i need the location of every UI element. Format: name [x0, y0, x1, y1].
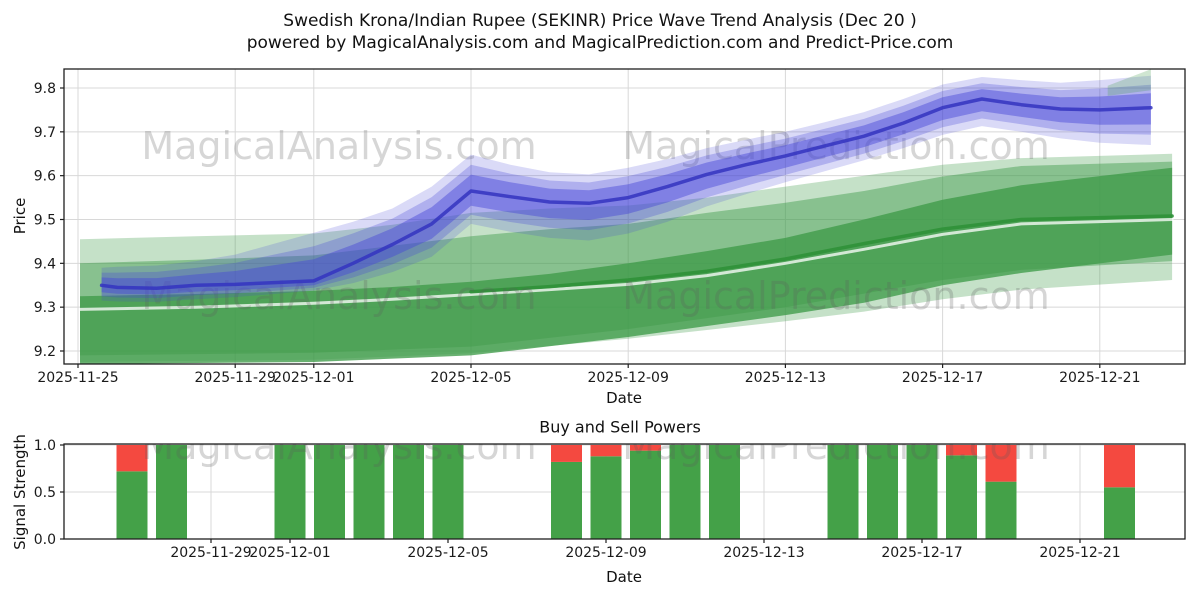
price-y-tick-label: 9.6 — [34, 169, 56, 185]
price-x-tick-label: 2025-12-21 — [1059, 370, 1140, 386]
signal-x-tick-label: 2025-12-01 — [249, 545, 330, 561]
watermark-text: MagicalPrediction.com — [622, 424, 1050, 468]
price-y-tick-label: 9.7 — [34, 125, 56, 141]
watermark-text: MagicalAnalysis.com — [141, 274, 536, 318]
signal-x-tick-label: 2025-12-05 — [407, 545, 488, 561]
price-x-tick-label: 2025-12-13 — [745, 370, 826, 386]
buy-power-bar — [156, 445, 187, 539]
price-x-tick-label: 2025-12-17 — [902, 370, 983, 386]
dark-green-band — [80, 167, 1173, 364]
sell-power-bar — [1104, 445, 1135, 488]
signal-chart-title: Buy and Sell Powers — [539, 417, 701, 437]
signal-x-tick-label: 2025-12-09 — [565, 545, 646, 561]
green-trend-line — [469, 214, 1174, 294]
signal-y-tick-label: 0.0 — [34, 532, 56, 548]
price-chart-area: MagicalAnalysis.com MagicalPrediction.com… — [78, 69, 1174, 364]
price-x-tick-label: 2025-12-09 — [588, 370, 669, 386]
price-wave-line — [99, 97, 1153, 291]
buy-power-bar — [946, 455, 977, 539]
buy-power-bar — [709, 445, 740, 539]
blue-wave-band-0 — [101, 75, 1151, 302]
signal-y-tick-label: 0.5 — [34, 485, 56, 501]
price-axis-label: Price — [11, 197, 29, 235]
buy-power-bar — [1104, 487, 1135, 539]
sell-power-bar — [116, 445, 148, 472]
signal-date-axis-label: Date — [606, 568, 642, 586]
sell-power-bar — [985, 445, 1017, 482]
figure-title-line1: Swedish Krona/Indian Rupee (SEKINR) Pric… — [283, 11, 917, 31]
buy-power-bar — [630, 450, 661, 539]
blue-wave-band-1 — [101, 83, 1151, 299]
sell-power-bar — [946, 445, 977, 456]
white-mid-line — [78, 218, 1174, 311]
blue-wave-band-2 — [101, 89, 1151, 295]
buy-power-bar — [827, 445, 859, 539]
green-top-wedge — [1107, 69, 1151, 96]
signal-axis-label: Signal Strength — [11, 434, 29, 550]
watermark-text: MagicalPrediction.com — [622, 274, 1050, 318]
price-y-tick-label: 9.8 — [34, 81, 56, 97]
signal-x-tick-label: 2025-12-17 — [881, 545, 962, 561]
price-y-tick-label: 9.4 — [34, 256, 56, 272]
buy-power-bar — [985, 481, 1017, 539]
sell-power-bar — [551, 445, 582, 462]
signal-x-tick-label: 2025-11-29 — [170, 545, 251, 561]
price-x-tick-label: 2025-11-25 — [37, 370, 118, 386]
price-date-axis-label: Date — [606, 389, 642, 407]
price-x-tick-label: 2025-12-01 — [273, 370, 354, 386]
watermark-text: MagicalPrediction.com — [622, 124, 1050, 168]
price-x-tick-label: 2025-11-29 — [195, 370, 276, 386]
buy-power-bar — [393, 445, 424, 539]
buy-power-bar — [551, 461, 582, 539]
watermark-text: MagicalAnalysis.com — [141, 124, 536, 168]
signal-x-tick-label: 2025-12-21 — [1039, 545, 1120, 561]
buy-power-bar — [314, 445, 345, 539]
figure-title-line2: powered by MagicalAnalysis.com and Magic… — [246, 33, 954, 53]
buy-power-bar — [353, 445, 385, 539]
signal-x-tick-label: 2025-12-13 — [723, 545, 804, 561]
signal-y-tick-label: 1.0 — [34, 438, 56, 454]
sell-power-bar — [590, 445, 622, 457]
price-y-tick-label: 9.3 — [34, 300, 56, 316]
sell-power-bar — [630, 445, 661, 451]
price-y-tick-label: 9.5 — [34, 213, 56, 229]
price-y-tick-label: 9.2 — [34, 344, 56, 360]
buy-power-bar — [432, 445, 464, 539]
signal-chart-area: MagicalAnalysis.com MagicalPrediction.com — [116, 424, 1135, 539]
buy-power-bar — [669, 445, 701, 539]
price-x-tick-label: 2025-12-05 — [430, 370, 511, 386]
buy-power-bar — [906, 445, 938, 539]
buy-power-bar — [867, 445, 898, 539]
buy-power-bar — [274, 445, 306, 539]
price-axes-box — [63, 68, 1186, 365]
buy-power-bar — [590, 456, 622, 539]
watermark-text: MagicalAnalysis.com — [141, 424, 536, 468]
buy-power-bar — [116, 471, 148, 539]
